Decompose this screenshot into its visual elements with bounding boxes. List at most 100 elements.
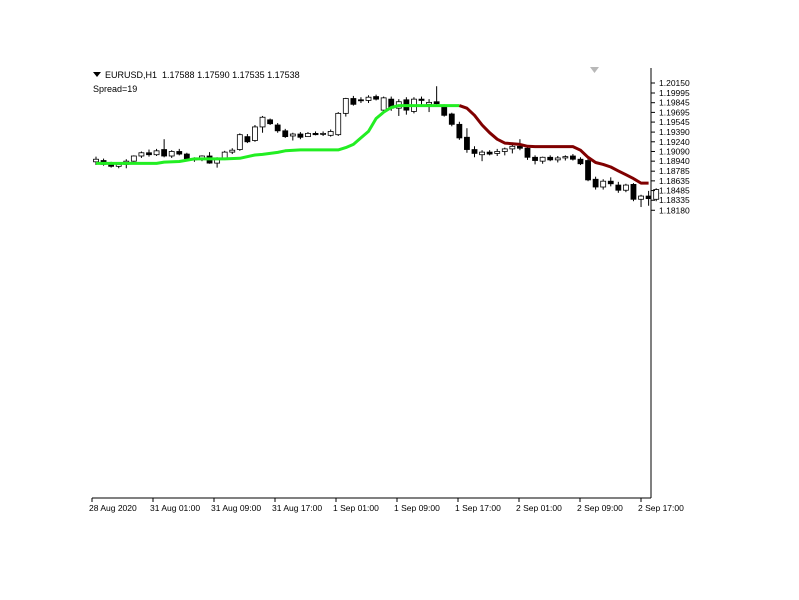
candle: [146, 149, 152, 157]
downtrend-line: [458, 104, 649, 185]
candle: [464, 128, 470, 153]
candle: [630, 183, 637, 202]
candle: [282, 128, 289, 138]
candle-body: [479, 151, 485, 156]
candle: [244, 134, 251, 144]
scroll-marker-icon[interactable]: [590, 67, 599, 73]
price-axis: 1.201501.199951.198451.196951.195451.193…: [651, 78, 690, 215]
candle-body: [244, 136, 251, 143]
time-tick-label: 2 Sep 17:00: [638, 503, 684, 513]
candle-body: [562, 156, 569, 159]
candle-body: [539, 156, 546, 162]
candle: [479, 150, 485, 162]
candle-body: [93, 158, 99, 163]
candle: [305, 132, 311, 138]
candle-body: [297, 133, 304, 138]
candle: [638, 194, 644, 208]
candle-body: [358, 99, 364, 102]
time-axis: 28 Aug 2020 31 Aug 01:00 31 Aug 09:00 31 Au…: [89, 498, 684, 513]
candle: [373, 94, 379, 101]
candle-body: [471, 149, 478, 154]
candle: [350, 95, 357, 106]
candle: [600, 179, 607, 190]
price-tick-label: 1.19090: [659, 146, 690, 156]
candle: [236, 133, 243, 151]
candle-body: [418, 98, 425, 101]
candle: [539, 156, 546, 164]
candle: [327, 129, 334, 137]
candle-body: [600, 180, 607, 188]
candle-body: [426, 101, 432, 105]
price-tick-label: 1.18940: [659, 156, 690, 166]
spread-label: Spread=19: [93, 84, 138, 94]
candle-body: [236, 134, 243, 150]
price-tick-label: 1.19995: [659, 88, 690, 98]
candle-body: [168, 151, 175, 157]
candle-body: [327, 131, 334, 136]
candle-body: [645, 195, 652, 200]
candle: [501, 147, 508, 156]
candle-body: [282, 130, 289, 138]
candle-body: [153, 150, 160, 156]
candle-body: [274, 124, 281, 132]
candle: [433, 86, 440, 106]
caret-down-icon[interactable]: [93, 72, 101, 77]
candle: [623, 183, 629, 193]
price-tick-label: 1.18485: [659, 186, 690, 196]
candle-body: [161, 149, 168, 157]
quote-values: 1.17588 1.17590 1.17535 1.17538: [162, 70, 300, 80]
candle-body: [630, 184, 637, 200]
time-tick-label: 31 Aug 17:00: [272, 503, 322, 513]
candle-body: [448, 113, 455, 125]
candle-body: [577, 158, 584, 165]
candle: [130, 155, 137, 162]
candle-body: [585, 160, 591, 181]
candle-body: [517, 145, 523, 149]
candle: [615, 181, 622, 193]
candle-body: [570, 155, 576, 160]
candle-body: [456, 123, 463, 139]
candle: [562, 155, 569, 161]
candle-body: [554, 157, 561, 161]
candle-body: [138, 152, 145, 157]
candle-body: [350, 98, 357, 105]
price-tick-label: 1.18335: [659, 195, 690, 205]
candle-body: [130, 155, 137, 162]
candle: [312, 131, 319, 136]
candle: [168, 150, 175, 158]
price-tick-label: 1.18635: [659, 176, 690, 186]
candle-body: [183, 153, 190, 159]
candle-body: [335, 112, 342, 136]
candle: [365, 95, 372, 104]
candle: [554, 155, 561, 163]
candle: [570, 154, 576, 161]
symbol-label: EURUSD,H1: [105, 70, 158, 80]
candle: [320, 131, 327, 136]
candle-body: [320, 132, 327, 135]
price-tick-label: 1.18785: [659, 166, 690, 176]
candle: [176, 148, 183, 156]
candle: [645, 190, 652, 206]
candle: [289, 132, 296, 141]
candle-body: [380, 97, 387, 111]
candle-body: [229, 149, 236, 153]
candle: [592, 176, 599, 190]
candle: [448, 112, 455, 127]
candle-body: [312, 132, 319, 136]
time-tick-label: 2 Sep 09:00: [577, 503, 623, 513]
candle-body: [532, 156, 538, 161]
candle-body: [486, 151, 493, 155]
candle-body: [433, 101, 440, 105]
candle: [138, 151, 145, 158]
candle: [532, 155, 538, 165]
candle: [335, 112, 342, 136]
symbol-quote-line: EURUSD,H1 1.17588 1.17590 1.17535 1.1753…: [93, 70, 300, 80]
candle-body: [501, 148, 508, 152]
candle: [161, 139, 168, 158]
candle: [274, 123, 281, 133]
candle-body: [176, 151, 183, 155]
candle: [486, 150, 493, 156]
candle: [380, 96, 387, 113]
plot-area: [92, 68, 660, 499]
